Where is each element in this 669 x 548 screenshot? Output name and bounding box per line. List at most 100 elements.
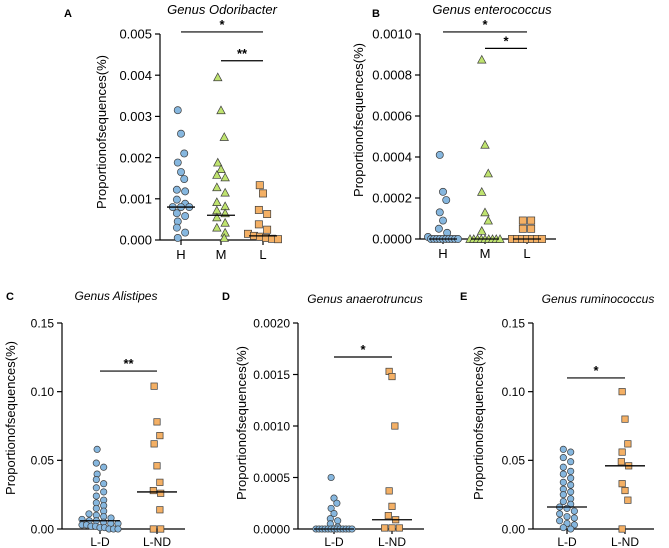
data-point: [172, 195, 181, 204]
data-point: [213, 157, 223, 167]
x-tick-label: L-D: [324, 535, 344, 548]
data-point: [559, 491, 567, 499]
panel-label-c: C: [6, 291, 14, 303]
data-point: [567, 481, 575, 489]
data-point: [527, 216, 536, 225]
data-point: [216, 164, 226, 174]
significance-label: *: [482, 17, 488, 32]
data-point: [442, 196, 451, 204]
data-point: [149, 525, 157, 533]
plot-area-d: 0.0000 0.0005 0.0010 0.0015 0.0020 L-D L-ND *: [253, 316, 424, 548]
data-point: [567, 458, 575, 466]
panel-label-e: E: [460, 291, 467, 303]
y-tick-label: 0.00: [502, 522, 526, 536]
data-point: [259, 189, 267, 198]
data-point: [263, 225, 272, 234]
y-axis-label-c: Proportionofsequences(%): [3, 341, 18, 495]
data-point: [92, 459, 100, 467]
y-tick-label: 0.0008: [372, 68, 412, 83]
x-tick-label: L: [523, 246, 530, 261]
panel-label-d: D: [222, 291, 230, 303]
data-point: [518, 224, 527, 233]
data-point: [381, 524, 389, 532]
data-point: [384, 512, 392, 520]
panel-a: A Genus Odoribacter Proportionofsequence…: [64, 2, 282, 262]
y-tick-label: 0.0000: [372, 232, 412, 247]
y-tick-label: 0.0010: [372, 27, 412, 42]
data-point: [180, 149, 189, 158]
x-tick-label: L-D: [557, 535, 577, 548]
y-tick-label: 0.0004: [372, 150, 412, 165]
data-point: [333, 499, 341, 507]
y-axis-label-e: Proportionofsequences(%): [471, 346, 486, 500]
data-point: [567, 448, 575, 456]
data-point: [157, 489, 165, 497]
data-point: [219, 233, 229, 242]
data-point: [559, 470, 567, 478]
data-point: [172, 223, 181, 232]
data-point: [212, 212, 222, 222]
data-point: [559, 445, 567, 453]
significance-label: *: [593, 363, 599, 378]
data-point: [85, 510, 93, 518]
y-tick-label: 0.10: [31, 385, 55, 399]
y-axis-label-a: Proportionofsequences(%): [94, 55, 109, 209]
data-point: [567, 474, 575, 482]
data-point: [274, 235, 282, 244]
panel-title-e: Genus ruminococcus: [542, 292, 655, 306]
data-point: [617, 458, 625, 466]
data-point: [518, 216, 527, 225]
data-point: [327, 473, 335, 482]
data-point: [330, 509, 338, 518]
y-tick-label: 0.000: [119, 233, 152, 248]
data-point: [150, 440, 158, 448]
data-point: [563, 513, 571, 521]
data-point: [439, 216, 447, 225]
data-point: [556, 510, 564, 518]
data-point: [172, 209, 181, 218]
data-point: [213, 72, 223, 82]
data-point: [567, 488, 575, 496]
data-point: [618, 480, 626, 488]
data-point: [563, 504, 571, 512]
data-point: [212, 170, 222, 179]
y-axis-label-b: Proportionofsequences(%): [351, 43, 366, 197]
data-point: [388, 502, 396, 510]
y-tick-label: 0.004: [119, 68, 152, 83]
data-point: [618, 448, 626, 456]
data-point: [255, 181, 264, 190]
data-point: [149, 486, 157, 495]
data-point: [157, 525, 165, 533]
data-point: [220, 187, 230, 197]
x-tick-label: H: [438, 246, 447, 261]
data-point: [173, 158, 182, 167]
panel-b: B Genus enterococcus Proportionofsequenc…: [351, 2, 556, 261]
x-tick-label: M: [216, 247, 227, 262]
x-tick-label: L-ND: [611, 535, 639, 548]
x-tick-label: H: [176, 247, 185, 262]
data-point: [559, 463, 567, 471]
x-tick-label: L-D: [90, 535, 110, 548]
panel-label-a: A: [64, 8, 72, 20]
data-point: [93, 445, 101, 453]
data-point: [435, 208, 444, 217]
panel-title-d: Genus anaerotruncus: [307, 292, 422, 306]
y-tick-label: 0.005: [119, 27, 152, 42]
data-point: [388, 373, 396, 381]
panel-d: D Genus anaerotruncus Proportionofsequen…: [222, 291, 424, 548]
x-tick-label: L-ND: [143, 535, 171, 548]
data-point: [395, 524, 403, 532]
significance-label: **: [237, 46, 248, 61]
data-point: [181, 212, 190, 221]
data-point: [156, 432, 164, 440]
panel-title-b: Genus enterococcus: [432, 2, 552, 17]
y-tick-label: 0.10: [502, 385, 526, 399]
y-tick-label: 0.003: [119, 109, 152, 124]
data-point: [621, 486, 629, 495]
data-point: [624, 496, 632, 504]
data-point: [220, 172, 230, 182]
data-point: [477, 225, 487, 235]
data-point: [212, 222, 222, 232]
